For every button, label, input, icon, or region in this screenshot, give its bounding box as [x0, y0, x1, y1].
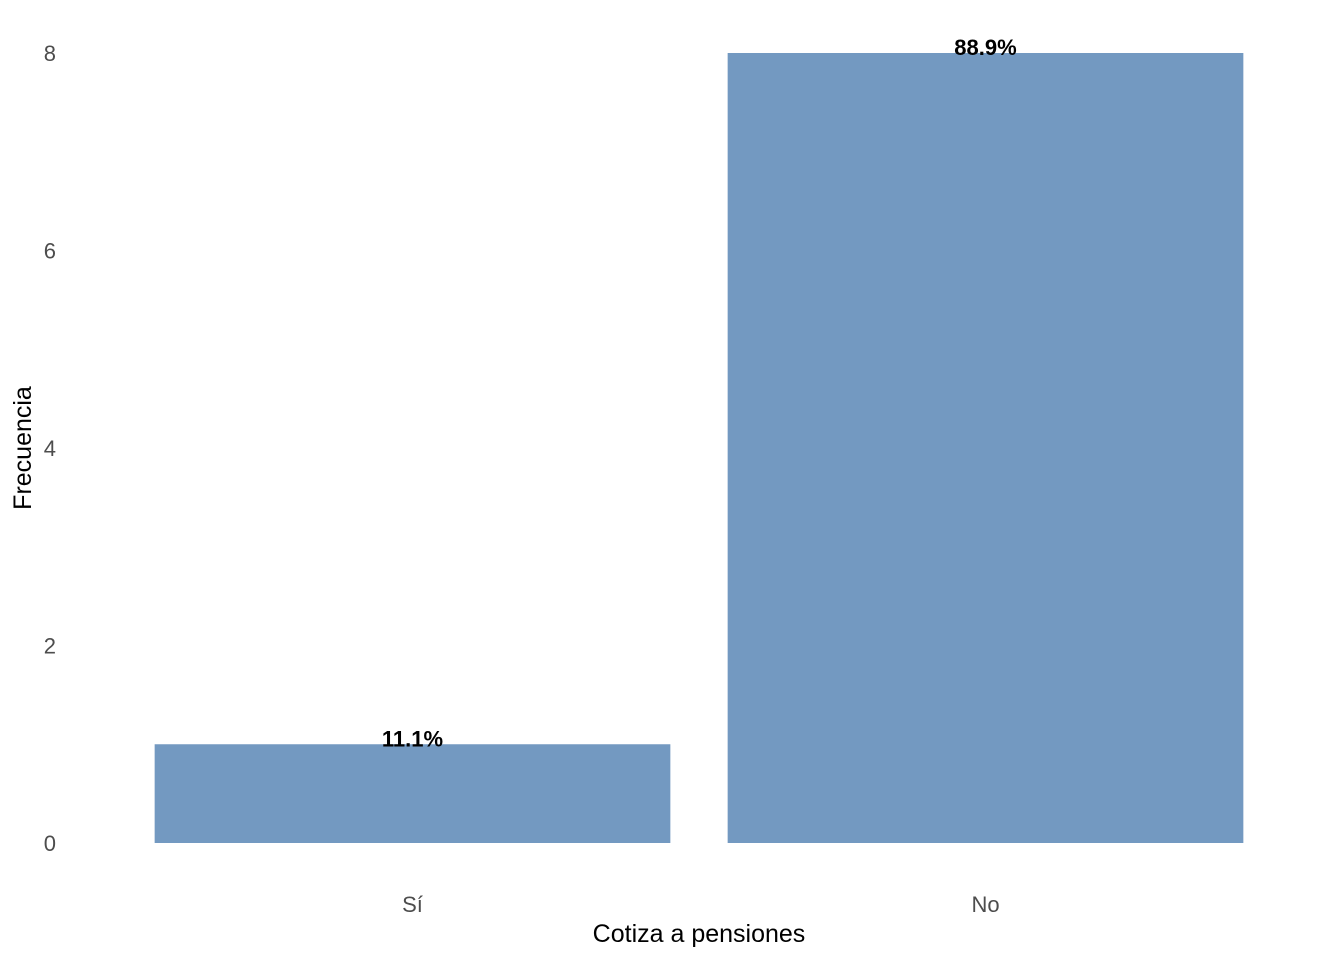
y-tick-label: 8 [44, 41, 56, 66]
x-tick-label: No [971, 892, 999, 917]
y-tick-label: 6 [44, 239, 56, 264]
bars [154, 53, 1244, 843]
x-axis-ticks: Sí No [402, 892, 999, 917]
bar [154, 744, 671, 843]
bar-data-label: 88.9% [954, 35, 1016, 60]
x-axis-title: Cotiza a pensiones [593, 920, 806, 948]
y-tick-label: 0 [44, 831, 56, 856]
bar [727, 53, 1244, 843]
y-tick-label: 2 [44, 634, 56, 659]
y-axis-ticks: 0 2 4 6 8 [44, 41, 56, 856]
y-axis-title: Frecuencia [9, 386, 37, 510]
bar-data-label: 11.1% [382, 726, 443, 751]
bar-data-labels: 11.1% 88.9% [382, 35, 1017, 751]
x-tick-label: Sí [402, 892, 423, 917]
y-tick-label: 4 [44, 436, 56, 461]
